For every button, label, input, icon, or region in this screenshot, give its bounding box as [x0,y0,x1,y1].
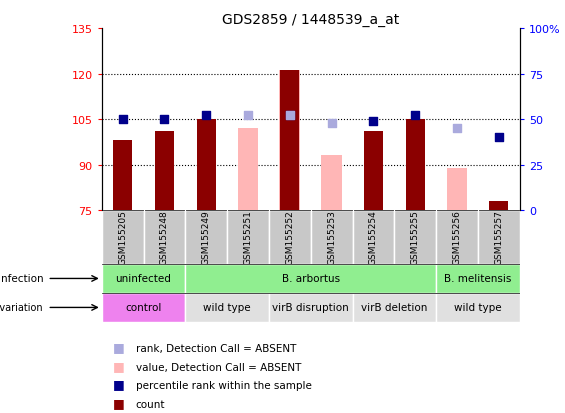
Text: GSM155251: GSM155251 [244,210,253,265]
Text: wild type: wild type [454,303,502,313]
Text: GSM155249: GSM155249 [202,210,211,265]
Bar [280,71,300,211]
Text: GSM155252: GSM155252 [285,210,294,265]
Text: virB disruption: virB disruption [272,303,349,313]
Bar [269,293,353,322]
Title: GDS2859 / 1448539_a_at: GDS2859 / 1448539_a_at [222,12,399,26]
Point [285,113,294,119]
Text: control: control [125,303,162,313]
Text: GSM155254: GSM155254 [369,210,378,265]
Bar [269,211,311,264]
Bar [364,132,383,211]
Bar [113,141,132,211]
Bar [353,293,436,322]
Bar [447,168,467,211]
Text: virB deletion: virB deletion [361,303,428,313]
Text: B. arbortus: B. arbortus [282,274,340,284]
Bar [406,120,425,211]
Text: GSM155255: GSM155255 [411,210,420,265]
Bar [489,202,509,211]
Point [285,113,294,119]
Text: B. melitensis: B. melitensis [444,274,512,284]
Point [453,126,462,132]
Point [118,116,127,123]
Bar [436,211,478,264]
Point [244,113,253,119]
Bar [102,264,185,293]
Text: GSM155248: GSM155248 [160,210,169,265]
Point [411,113,420,119]
Bar [280,71,299,211]
Text: GSM155257: GSM155257 [494,210,503,265]
Bar [311,211,353,264]
Bar [185,293,269,322]
Point [494,135,503,141]
Bar [436,293,520,322]
Bar [155,132,174,211]
Bar [321,156,342,211]
Text: ■: ■ [113,377,125,390]
Bar [185,211,227,264]
Point [327,120,336,127]
Bar [353,211,394,264]
Text: genotype/variation: genotype/variation [0,303,43,313]
Bar [394,211,436,264]
Text: rank, Detection Call = ABSENT: rank, Detection Call = ABSENT [136,343,296,353]
Bar [238,129,258,211]
Bar [102,293,185,322]
Bar [197,120,216,211]
Bar [144,211,185,264]
Bar [102,211,144,264]
Text: wild type: wild type [203,303,251,313]
Text: GSM155205: GSM155205 [118,210,127,265]
Text: ■: ■ [113,396,125,409]
Bar [185,264,436,293]
Text: ■: ■ [113,359,125,372]
Point [202,113,211,119]
Text: percentile rank within the sample: percentile rank within the sample [136,380,311,390]
Text: infection: infection [0,274,43,284]
Text: value, Detection Call = ABSENT: value, Detection Call = ABSENT [136,362,301,372]
Text: ■: ■ [113,340,125,353]
Text: GSM155253: GSM155253 [327,210,336,265]
Bar [478,211,520,264]
Point [160,116,169,123]
Text: uninfected: uninfected [116,274,171,284]
Point [369,118,378,125]
Bar [436,264,520,293]
Text: count: count [136,399,165,409]
Bar [227,211,269,264]
Text: GSM155256: GSM155256 [453,210,462,265]
